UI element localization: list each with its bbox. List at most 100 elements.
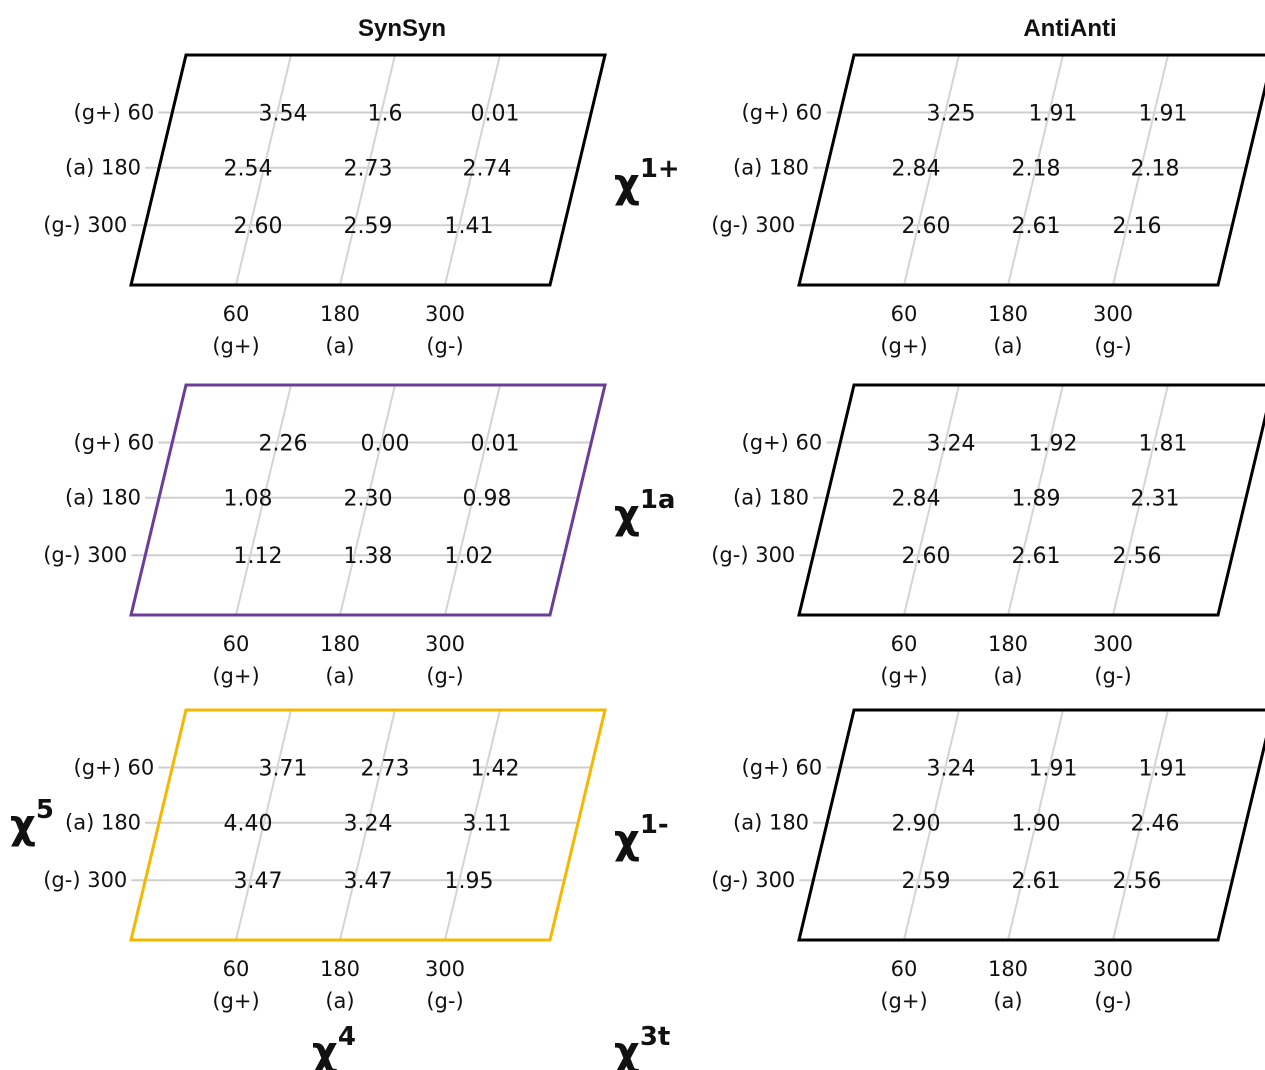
column-tick-angle: 300 — [425, 632, 465, 656]
energy-value: 2.74 — [463, 157, 512, 182]
energy-value: 3.24 — [344, 812, 393, 837]
row-tick-label: (g+) 60 — [742, 431, 823, 455]
panel: (g+) 60 (a) 180 (g-) 300 2.26 0.00 0.01 1.08 2.… — [43, 383, 607, 688]
column-tick-label: (a) — [325, 334, 354, 358]
column-tick-angle: 180 — [320, 302, 360, 326]
column-tick-angle: 300 — [1093, 632, 1133, 656]
energy-value: 2.60 — [902, 214, 951, 239]
chi4-base: χ — [312, 1029, 338, 1070]
energy-value: 2.46 — [1131, 812, 1180, 837]
column-tick-angle: 60 — [891, 302, 918, 326]
energy-value: 3.47 — [234, 869, 283, 894]
column-tick-angle: 300 — [1093, 302, 1133, 326]
column-tick-label: (g-) — [426, 989, 463, 1013]
column-gridline — [444, 709, 501, 941]
panel: (g+) 60 (a) 180 (g-) 300 3.25 1.91 1.91 2.84 2.… — [711, 53, 1265, 358]
column-gridline — [444, 384, 501, 616]
column-title-antianti: AntiAnti — [1023, 15, 1116, 42]
energy-value: 1.91 — [1139, 102, 1188, 127]
column-tick-angle: 180 — [988, 302, 1028, 326]
energy-value: 0.00 — [361, 432, 410, 457]
energy-value: 0.98 — [463, 487, 512, 512]
row-tick-label: (g+) 60 — [74, 431, 155, 455]
row-tick-label: (g-) 300 — [43, 868, 127, 892]
column-tick-angle: 60 — [223, 632, 250, 656]
chi1-a-sup: 1a — [640, 485, 676, 515]
column-gridline — [235, 384, 292, 616]
column-gridline — [903, 709, 960, 941]
column-tick-label: (a) — [993, 664, 1022, 688]
row-tick-label: (g-) 300 — [43, 213, 127, 237]
energy-value: 1.89 — [1012, 487, 1061, 512]
chi1-plus-label: χ1+ — [614, 154, 680, 207]
energy-value: 1.91 — [1029, 757, 1078, 782]
energy-value: 1.08 — [224, 487, 273, 512]
row-tick-label: (a) 180 — [733, 156, 809, 180]
energy-value: 1.91 — [1029, 102, 1078, 127]
energy-value: 2.59 — [344, 214, 393, 239]
column-tick-angle: 300 — [425, 957, 465, 981]
panel-border — [797, 53, 1265, 287]
chi3t-base: χ — [614, 1029, 640, 1070]
chi1-a-label: χ1a — [614, 485, 675, 538]
energy-value: 2.61 — [1012, 869, 1061, 894]
chi5-base: χ — [10, 802, 36, 848]
energy-value: 2.56 — [1113, 544, 1162, 569]
energy-value: 3.11 — [463, 812, 512, 837]
panel-border — [129, 53, 607, 287]
column-tick-label: (g+) — [212, 334, 259, 358]
chi4-label: χ4 — [312, 1022, 356, 1070]
chi4-sup: 4 — [338, 1022, 356, 1052]
column-gridline — [444, 54, 501, 286]
row-tick-label: (g-) 300 — [711, 213, 795, 237]
energy-value: 3.24 — [927, 432, 976, 457]
energy-value: 2.26 — [259, 432, 308, 457]
column-gridline — [339, 384, 396, 616]
energy-value: 0.01 — [471, 102, 520, 127]
energy-value: 3.54 — [259, 102, 308, 127]
panel-border — [797, 383, 1265, 617]
column-gridline — [903, 54, 960, 286]
row-tick-label: (g+) 60 — [74, 756, 155, 780]
energy-value: 2.16 — [1113, 214, 1162, 239]
column-gridline — [1007, 54, 1064, 286]
chi1-minus-label: χ1- — [614, 810, 669, 863]
chi5-label: χ5 — [10, 795, 54, 848]
energy-value: 2.59 — [902, 869, 951, 894]
energy-value: 1.38 — [344, 544, 393, 569]
column-gridline — [1007, 709, 1064, 941]
energy-value: 2.30 — [344, 487, 393, 512]
row-tick-label: (a) 180 — [65, 486, 141, 510]
column-tick-angle: 60 — [891, 957, 918, 981]
column-gridline — [235, 54, 292, 286]
chi3t-label: χ3t — [614, 1022, 670, 1070]
chi1-minus-base: χ — [614, 817, 640, 863]
column-gridline — [1112, 54, 1169, 286]
energy-value: 3.25 — [927, 102, 976, 127]
chi1-a-base: χ — [614, 492, 640, 538]
column-tick-angle: 60 — [891, 632, 918, 656]
row-tick-label: (g+) 60 — [742, 756, 823, 780]
energy-value: 2.73 — [361, 757, 410, 782]
energy-value: 1.41 — [445, 214, 494, 239]
column-tick-label: (g-) — [426, 334, 463, 358]
energy-value: 2.18 — [1012, 157, 1061, 182]
row-tick-label: (a) 180 — [733, 811, 809, 835]
energy-value: 2.60 — [902, 544, 951, 569]
energy-value: 1.91 — [1139, 757, 1188, 782]
energy-value: 2.73 — [344, 157, 393, 182]
column-gridline — [1112, 709, 1169, 941]
column-tick-label: (a) — [325, 664, 354, 688]
column-tick-label: (g-) — [1094, 664, 1131, 688]
column-title-synsyn: SynSyn — [358, 15, 446, 42]
column-gridline — [903, 384, 960, 616]
energy-value: 1.42 — [471, 757, 520, 782]
column-tick-label: (g+) — [212, 664, 259, 688]
column-tick-label: (a) — [993, 989, 1022, 1013]
energy-value: 2.84 — [892, 487, 941, 512]
row-tick-label: (g+) 60 — [74, 101, 155, 125]
energy-panels: (g+) 60 (a) 180 (g-) 300 3.54 1.6 0.01 2.54 2.7… — [43, 53, 1265, 1013]
row-tick-label: (g+) 60 — [742, 101, 823, 125]
panel: (g+) 60 (a) 180 (g-) 300 3.71 2.73 1.42 4.40 3.… — [43, 708, 607, 1013]
column-tick-angle: 60 — [223, 957, 250, 981]
